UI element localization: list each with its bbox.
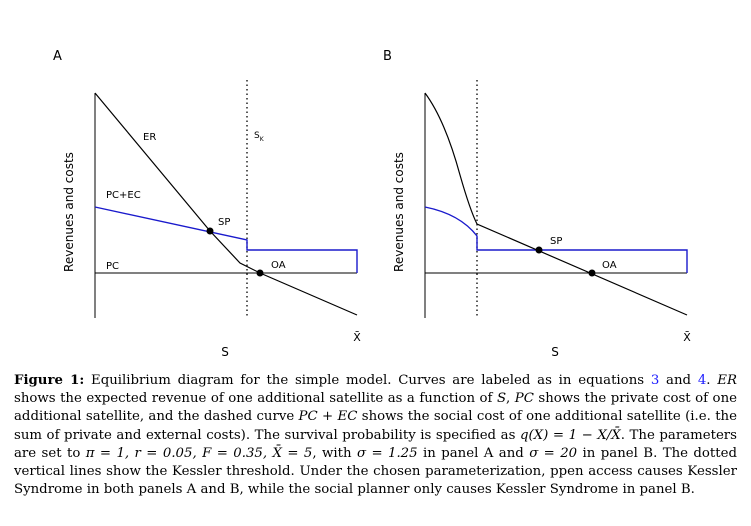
caption-math: ER xyxy=(717,373,737,388)
panel-a-pcec-label: PC+EC xyxy=(106,190,141,201)
panel-b-oa-label: OA xyxy=(602,260,617,271)
figure-caption: Figure 1: Equilibrium diagram for the si… xyxy=(14,372,737,499)
panel-b-ylabel: Revenues and costs xyxy=(392,152,406,272)
caption-text: in panel A and xyxy=(417,445,530,461)
panel-b-pcec-curve xyxy=(424,206,688,273)
figure: A Revenues and costs S X̄ ER PC+EC PC SP… xyxy=(53,49,691,359)
panel-b: B Revenues and costs S X̄ SP OA xyxy=(383,49,691,359)
equation-ref-4[interactable]: 4 xyxy=(697,373,707,388)
caption-text: shows the social cost of one additional … xyxy=(14,409,737,443)
caption-math: PC + EC xyxy=(298,409,358,425)
panel-a-xmax-label: X̄ xyxy=(353,331,361,344)
panel-a: A Revenues and costs S X̄ ER PC+EC PC SP… xyxy=(53,49,361,359)
equation-ref-3[interactable]: 3 xyxy=(650,373,660,388)
caption-label: Figure 1: xyxy=(14,373,85,388)
caption-text: shows the expected revenue of one additi… xyxy=(14,391,497,407)
panel-a-label: A xyxy=(53,49,62,64)
caption-text: and xyxy=(659,373,698,388)
caption-text: shows the private cost of one additional… xyxy=(14,391,737,425)
panel-a-sp-label: SP xyxy=(218,217,230,228)
panel-a-threshold-label: SK xyxy=(254,131,265,143)
panel-b-er-curve xyxy=(424,92,688,316)
panel-a-pc-label: PC xyxy=(106,261,119,272)
panel-a-ylabel: Revenues and costs xyxy=(62,152,76,272)
panel-a-oa-point xyxy=(256,269,264,277)
panel-a-xlabel: S xyxy=(221,345,229,359)
panel-b-label: B xyxy=(383,49,392,64)
caption-text: . The parameters are set to xyxy=(14,427,737,461)
caption-text: Equilibrium diagram for the simple model… xyxy=(84,373,651,388)
panel-b-oa-point xyxy=(588,269,596,277)
caption-math: σ = 20 xyxy=(529,445,578,461)
caption-math: q(X) = 1 − X/X̄ xyxy=(519,427,621,443)
panel-a-sp-point xyxy=(206,227,214,235)
caption-math: π = 1, r = 0.05, F = 0.35, X̄ = 5 xyxy=(85,445,313,461)
panel-b-sp-point xyxy=(535,246,543,254)
caption-text: in panel B. The dotted vertical lines sh… xyxy=(14,445,737,498)
panel-b-xmax-label: X̄ xyxy=(683,331,691,344)
panel-a-pcec-curve xyxy=(94,206,358,273)
panel-b-sp-label: SP xyxy=(550,236,562,247)
panel-a-oa-label: OA xyxy=(271,260,286,271)
caption-math: σ = 1.25 xyxy=(356,445,418,461)
caption-text: , with xyxy=(312,445,357,461)
caption-text: , xyxy=(506,391,515,407)
panel-a-er-curve xyxy=(94,92,358,316)
caption-math: PC xyxy=(514,391,534,407)
panel-a-er-label: ER xyxy=(143,132,156,143)
panel-b-xlabel: S xyxy=(551,345,559,359)
caption-math: S xyxy=(496,391,507,407)
caption-text: . xyxy=(706,373,718,388)
